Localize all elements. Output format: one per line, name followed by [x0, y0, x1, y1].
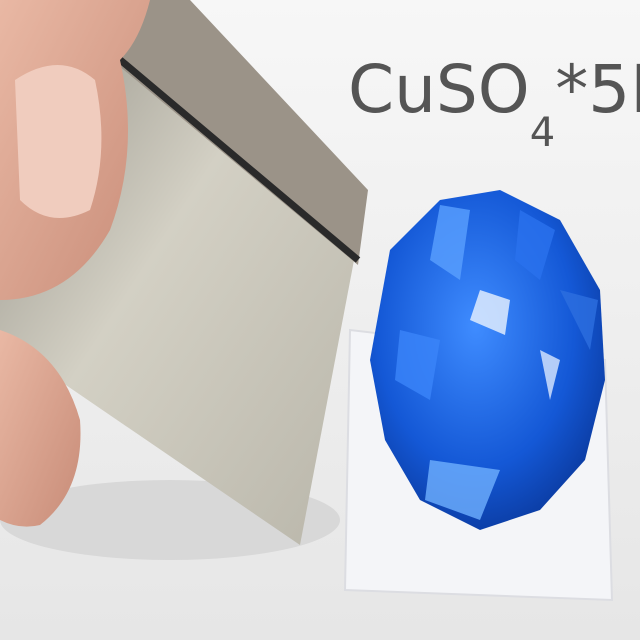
facet	[515, 210, 555, 280]
formula: CuSO4*5H2O	[348, 51, 640, 156]
finger	[0, 330, 81, 527]
thumbnail	[15, 65, 102, 218]
facet	[540, 350, 560, 400]
formula-subscript: 4	[530, 110, 555, 156]
facet	[470, 290, 510, 335]
crystal-facets	[395, 205, 598, 520]
facet	[430, 205, 470, 280]
facet	[395, 330, 440, 400]
formula-part: CuSO	[348, 51, 530, 128]
crystal	[370, 190, 605, 530]
facet	[425, 460, 500, 520]
facet	[560, 290, 598, 350]
formula-part: *5H	[555, 51, 640, 128]
